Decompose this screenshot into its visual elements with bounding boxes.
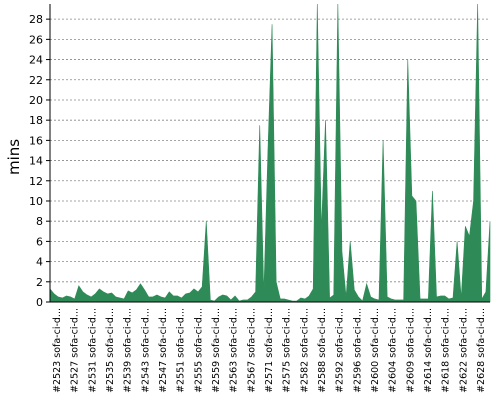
axes bbox=[49, 4, 490, 303]
y-tick-label: 24 bbox=[29, 54, 43, 67]
y-tick-label: 14 bbox=[29, 155, 43, 168]
x-tick-label: #2563 sofa-ci-d... bbox=[229, 308, 240, 393]
x-tick-label: #2596 sofa-ci-d... bbox=[352, 308, 363, 393]
x-tick-label: #2567 sofa-ci-d... bbox=[246, 308, 257, 393]
x-tick-label: #2571 sofa-ci-d... bbox=[264, 308, 275, 393]
x-tick-label: #2555 sofa-ci-d... bbox=[193, 308, 204, 393]
x-tick-label: #2582 sofa-ci-d... bbox=[299, 308, 310, 393]
x-tick-label: #2592 sofa-ci-d... bbox=[335, 308, 346, 393]
x-tick-label: #2628 sofa-ci-d... bbox=[476, 308, 487, 393]
y-tick-label: 10 bbox=[29, 195, 43, 208]
x-tick-label: #2600 sofa-ci-d... bbox=[370, 308, 381, 393]
y-tick-label: 6 bbox=[36, 235, 43, 248]
y-tick-label: 2 bbox=[36, 276, 43, 289]
y-tick-label: 4 bbox=[36, 256, 43, 269]
x-tick-label: #2551 sofa-ci-d... bbox=[176, 308, 187, 393]
y-tick-label: 8 bbox=[36, 215, 43, 228]
y-tick-label: 12 bbox=[29, 175, 43, 188]
x-tick-label: #2618 sofa-ci-d... bbox=[441, 308, 452, 393]
x-tick-label: #2609 sofa-ci-d... bbox=[405, 308, 416, 393]
x-tick-label: #2614 sofa-ci-d... bbox=[423, 308, 434, 393]
x-tick-label: #2559 sofa-ci-d... bbox=[211, 308, 222, 393]
x-tick-label: #2535 sofa-ci-d... bbox=[105, 308, 116, 393]
area-fill bbox=[49, 3, 491, 303]
y-tick-label: 0 bbox=[36, 296, 43, 309]
y-tick-label: 16 bbox=[29, 134, 43, 147]
x-tick-labels: #2523 sofa-ci-d... #2527 sofa-ci-d... #253… bbox=[52, 308, 487, 393]
area-series bbox=[49, 3, 491, 303]
x-tick-label: #2575 sofa-ci-d... bbox=[282, 308, 293, 393]
x-tick-label: #2622 sofa-ci-d... bbox=[458, 308, 469, 393]
y-tick-label: 20 bbox=[29, 94, 43, 107]
y-axis-label: mins bbox=[5, 139, 23, 175]
y-tick-label: 26 bbox=[29, 33, 43, 46]
x-tick-label: #2527 sofa-ci-d... bbox=[70, 308, 81, 393]
x-tick-label: #2523 sofa-ci-d... bbox=[52, 308, 63, 393]
x-tick-label: #2604 sofa-ci-d... bbox=[388, 308, 399, 393]
y-tick-label: 22 bbox=[29, 74, 43, 87]
x-tick-label: #2531 sofa-ci-d... bbox=[87, 308, 98, 393]
y-tick-label: 28 bbox=[29, 13, 43, 26]
y-tick-label: 18 bbox=[29, 114, 43, 127]
x-tick-label: #2543 sofa-ci-d... bbox=[140, 308, 151, 393]
x-tick-label: #2547 sofa-ci-d... bbox=[158, 308, 169, 393]
x-tick-label: #2588 sofa-ci-d... bbox=[317, 308, 328, 393]
x-tick-label: #2539 sofa-ci-d... bbox=[123, 308, 134, 393]
